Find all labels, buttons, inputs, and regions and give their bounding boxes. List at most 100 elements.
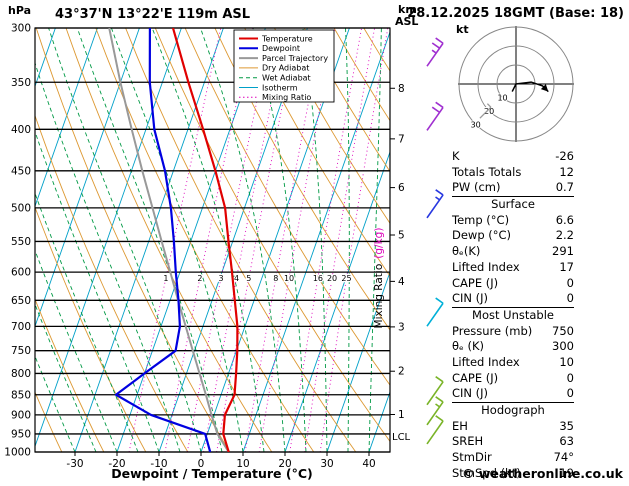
indices-table: K -26 Totals Totals 12 PW (cm) 0.7 Surface Temp… xyxy=(452,149,574,481)
hodograph-ring-label: 10 xyxy=(497,93,507,102)
table-row-value: 0 xyxy=(566,275,574,290)
table-row-value: 300 xyxy=(552,339,574,354)
pressure-tick-label: 450 xyxy=(11,165,31,177)
legend-item-label: Dewpoint xyxy=(262,44,300,53)
pressure-tick-label: 650 xyxy=(11,295,31,307)
km-tick-label: 2 xyxy=(398,366,405,378)
legend-item-label: Parcel Trajectory xyxy=(262,54,328,63)
mixing-ratio-value-label: 10 xyxy=(284,274,294,283)
table-row-label: CAPE (J) xyxy=(452,275,499,290)
temp-tick-label: -20 xyxy=(108,458,125,470)
table-row: K -26 xyxy=(452,149,574,165)
datetime: 28.12.2025 18GMT (Base: 18) xyxy=(407,6,624,21)
isotherm-line xyxy=(74,28,224,452)
parcel-trajectory-curve xyxy=(108,28,230,452)
wind-barb-tick xyxy=(435,396,444,403)
isotherm-line xyxy=(326,270,390,452)
hodograph-ring xyxy=(458,26,574,142)
mixing-ratio-value-label: 5 xyxy=(246,274,251,283)
table-row: Lifted Index 17 xyxy=(452,260,574,276)
pressure-tick-label: 800 xyxy=(11,368,31,380)
wet-adiabat-line xyxy=(252,28,307,452)
km-tick-label: 1 xyxy=(398,409,405,421)
table-row-value: 35 xyxy=(559,418,574,433)
mixing-ratio-value-label: 1 xyxy=(163,274,168,283)
dry-adiabat-line xyxy=(303,28,390,173)
table-row: Pressure (mb) 750 xyxy=(452,324,574,340)
km-tick-label: 5 xyxy=(398,229,405,241)
km-tick-label: 4 xyxy=(398,276,405,288)
table-row-label: StmDir xyxy=(452,450,492,465)
table-row-label: PW (cm) xyxy=(452,180,501,195)
km-tick-label: 6 xyxy=(398,182,405,194)
table-row-label: θₑ (K) xyxy=(452,339,485,354)
mixing-ratio-line xyxy=(319,28,389,452)
storm-motion-marker-tick xyxy=(486,103,492,108)
isotherm-line xyxy=(284,150,390,452)
temperature-curve xyxy=(171,28,239,452)
wind-barb-tick xyxy=(435,37,444,44)
wind-barb-tick xyxy=(431,42,441,49)
wind-barb-column xyxy=(426,37,444,445)
mixing-ratio-axis-label: Mixing Ratio (g/kg) xyxy=(373,228,385,329)
legend-item-label: Temperature xyxy=(261,34,313,43)
table-row-label: Dewp (°C) xyxy=(452,228,512,243)
table-row-label: Totals Totals xyxy=(452,164,522,179)
table-row: CIN (J) 0 xyxy=(452,386,574,402)
wind-barb-tick xyxy=(435,415,444,422)
table-row-value: 74° xyxy=(553,450,574,465)
table-row-label: θₑ(K) xyxy=(452,244,481,259)
pressure-tick-label: 950 xyxy=(11,428,31,440)
table-row: Dewp (°C) 2.2 xyxy=(452,228,574,244)
table-row-value: 19 xyxy=(559,465,574,480)
storm-motion-marker xyxy=(479,106,492,119)
table-row-value: 12 xyxy=(559,164,574,179)
isotherm-line xyxy=(35,28,98,208)
mixing-ratio-axis-unit: (g/kg) xyxy=(373,228,385,259)
km-tick-label: 3 xyxy=(398,321,405,333)
wind-barb-staff xyxy=(426,381,444,406)
legend-item-label: Isotherm xyxy=(262,83,298,92)
legend-item-label: Wet Adiabat xyxy=(262,74,311,83)
wind-barb-tick xyxy=(431,106,441,114)
lcl-label: LCL xyxy=(392,432,411,443)
x-axis-label: Dewpoint / Temperature (°C) xyxy=(111,466,312,481)
km-axis-label-km: km xyxy=(398,3,417,16)
pressure-unit-label: hPa xyxy=(8,4,31,17)
skewt-grid: 3003504004505005506006507007508008509009… xyxy=(4,23,405,471)
mixing-ratio-line xyxy=(258,28,336,452)
mixing-ratio-value-label: 16 xyxy=(313,274,323,283)
temp-tick-label: 30 xyxy=(320,458,333,470)
table-row: θₑ(K) 291 xyxy=(452,244,574,260)
skewt-profiles xyxy=(108,28,239,452)
table-row: StmSpd (kt) 19 xyxy=(452,466,574,482)
pressure-tick-label: 600 xyxy=(11,267,31,279)
mixing-ratio-value-label: 20 xyxy=(327,274,337,283)
mixing-ratio-value-label: 25 xyxy=(341,274,351,283)
wind-barb-half-tick xyxy=(435,196,441,201)
mixing-ratio-line xyxy=(164,28,253,452)
pressure-tick-label: 350 xyxy=(11,77,31,89)
station-title: 43°37'N 13°22'E 119m ASL xyxy=(55,7,250,22)
legend-box xyxy=(233,29,335,103)
wind-barb-half-tick xyxy=(431,49,437,54)
dry-adiabat-line xyxy=(35,391,63,452)
hodograph-ring-label: 20 xyxy=(484,107,494,116)
table-row-value: 17 xyxy=(559,259,574,274)
table-row: PW (cm) 0.7 xyxy=(452,180,574,196)
table-row-label: StmSpd (kt) xyxy=(452,465,521,480)
pressure-tick-label: 500 xyxy=(11,202,31,214)
table-row-value: 2.2 xyxy=(555,228,574,243)
temp-tick-label: 0 xyxy=(198,458,205,470)
table-row-label: SREH xyxy=(452,434,484,449)
mixing-ratio-line xyxy=(304,28,376,452)
mixing-ratio-value-label: 4 xyxy=(234,274,239,283)
table-row-value: 0 xyxy=(566,370,574,385)
pressure-tick-label: 700 xyxy=(11,321,31,333)
wet-adiabat-line xyxy=(151,28,265,452)
table-row: θₑ (K) 300 xyxy=(452,339,574,355)
mixing-ratio-value-label: 8 xyxy=(273,274,278,283)
table-row: CAPE (J) 0 xyxy=(452,371,574,387)
temp-tick-label: -10 xyxy=(150,458,167,470)
wet-adiabat-line xyxy=(345,28,350,452)
